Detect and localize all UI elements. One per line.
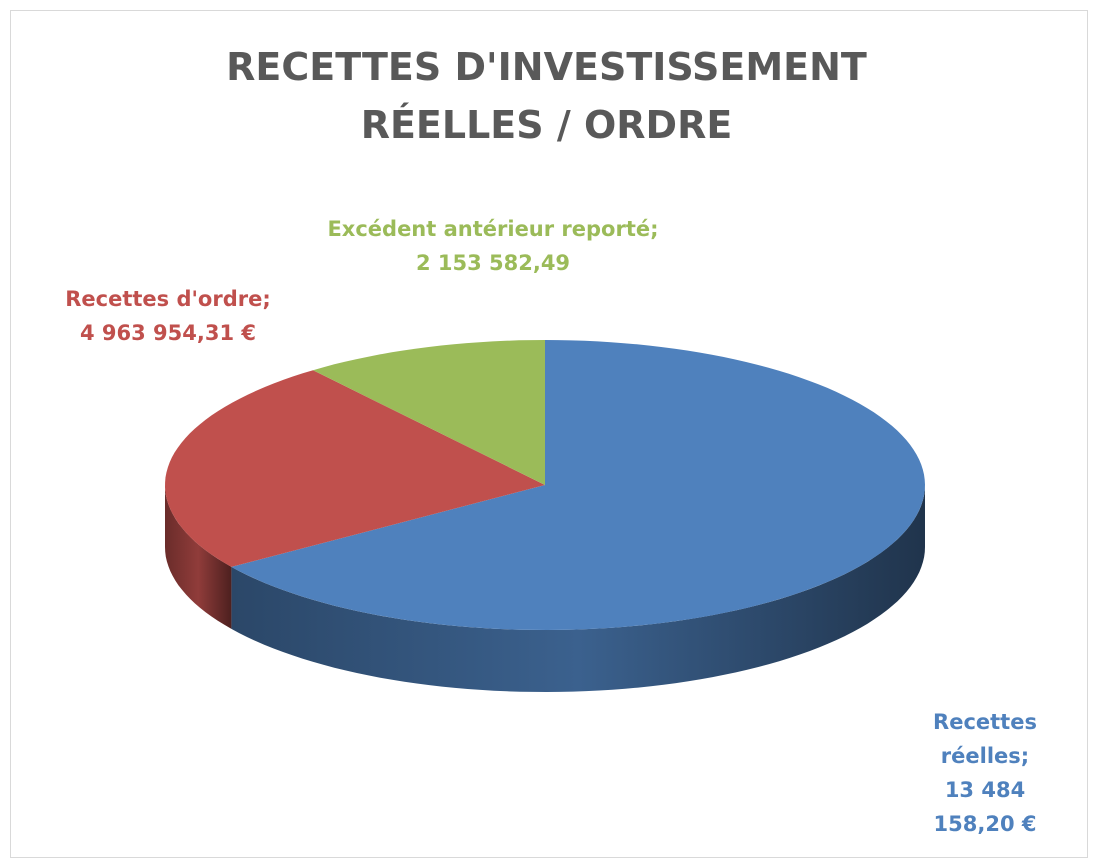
chart-title: RECETTES D'INVESTISSEMENT bbox=[226, 45, 867, 89]
category-label: Recettes réelles; bbox=[933, 710, 1037, 768]
category-label: Excédent antérieur reporté; bbox=[327, 217, 659, 241]
category-label: Recettes d'ordre; bbox=[65, 287, 271, 311]
pie-side bbox=[165, 485, 232, 629]
chart-title: RÉELLES / ORDRE bbox=[360, 103, 733, 147]
value-label: 2 153 582,49 bbox=[415, 251, 571, 275]
pie-slice bbox=[313, 340, 545, 485]
pie-slice bbox=[165, 370, 545, 567]
value-label: 4 963 954,31 € bbox=[79, 321, 257, 345]
value-label: 13 484 158,20 € bbox=[933, 778, 1037, 836]
data-label: Excédent antérieur reporté; 2 153 582,49 bbox=[303, 212, 683, 280]
pie-side bbox=[231, 485, 925, 692]
chart-frame bbox=[10, 10, 1088, 858]
pie-slice bbox=[231, 340, 925, 630]
data-label: Recettes d'ordre; 4 963 954,31 € bbox=[48, 282, 288, 350]
data-label: Recettes réelles; 13 484 158,20 € bbox=[905, 705, 1065, 841]
